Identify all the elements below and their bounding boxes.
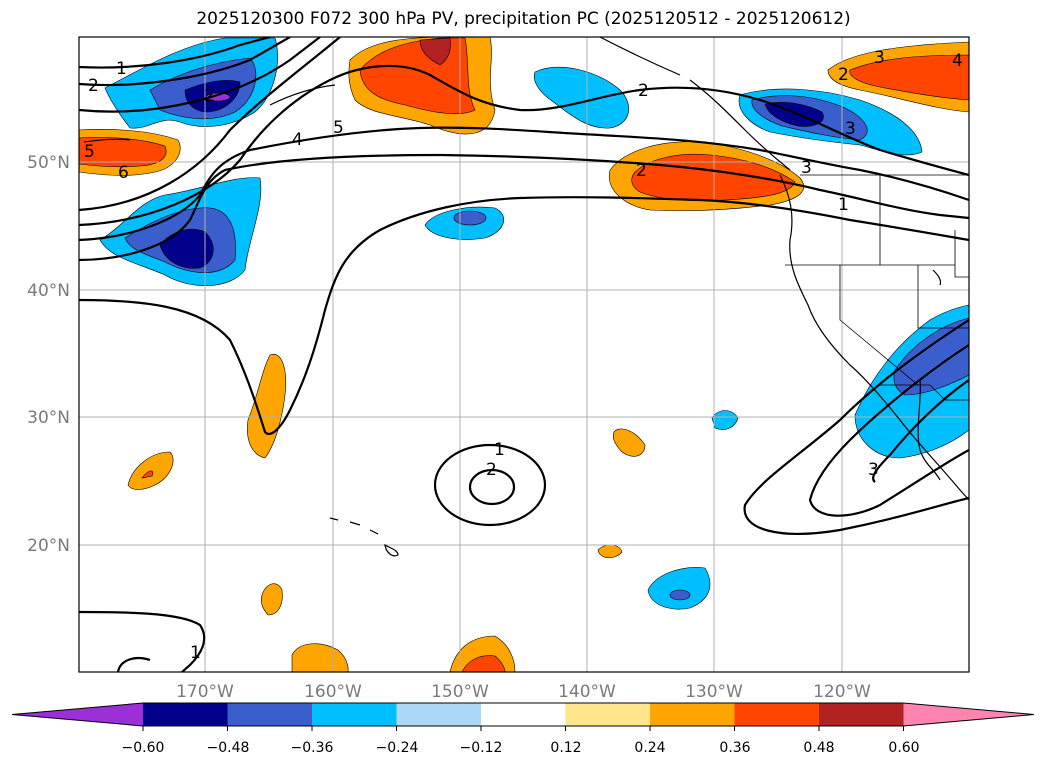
contour-label: 3 — [801, 158, 812, 178]
contour-label: 2 — [636, 161, 647, 181]
colorbar-tick-label: −0.12 — [460, 740, 503, 756]
contour-label: 3 — [845, 119, 856, 139]
pv-contours — [79, 37, 969, 672]
contour-label: 2 — [486, 460, 497, 480]
contour-label: 1 — [838, 195, 849, 215]
contour-label: 1 — [116, 59, 127, 79]
colorbar-tick-label: −0.24 — [376, 740, 419, 756]
coastlines — [83, 37, 969, 557]
contour-label: 2 — [88, 76, 99, 96]
colorbar-segment — [734, 703, 820, 726]
lat-label: 50°N — [27, 153, 70, 173]
contour-label: 5 — [333, 118, 344, 138]
colorbar — [11, 702, 1035, 731]
colorbar-segment — [650, 703, 735, 726]
colorbar-segment — [819, 703, 904, 726]
contour-label: 5 — [84, 142, 95, 162]
plot-area — [79, 37, 969, 672]
lon-label: 150°W — [431, 682, 489, 702]
colorbar-tick-label: 0.48 — [803, 740, 834, 756]
graticule — [79, 37, 969, 672]
lon-labels: 170°W 160°W 150°W 140°W 130°W 120°W — [176, 682, 871, 702]
colorbar-tick-label: −0.60 — [122, 740, 165, 756]
colorbar-tick-label: 0.24 — [634, 740, 665, 756]
lon-label: 120°W — [813, 682, 871, 702]
colorbar-segment — [565, 703, 651, 726]
contour-label: 2 — [838, 65, 849, 85]
contour-label: 3 — [868, 460, 879, 480]
colorbar-ticks: −0.60 −0.48 −0.36 −0.24 −0.12 0.12 0.24 … — [122, 740, 920, 756]
contour-label: 2 — [204, 86, 215, 106]
lat-label: 20°N — [27, 536, 70, 556]
precip-shading — [79, 37, 969, 672]
lon-label: 170°W — [176, 682, 234, 702]
contour-label: 1 — [494, 440, 505, 460]
colorbar-tick-label: 0.60 — [888, 740, 919, 756]
colorbar-tick-label: −0.48 — [207, 740, 250, 756]
contour-label: 6 — [118, 163, 129, 183]
colorbar-segment — [396, 703, 482, 726]
colorbar-segment — [143, 703, 228, 726]
map-title: 2025120300 F072 300 hPa PV, precipitatio… — [196, 9, 851, 29]
lat-label: 30°N — [27, 408, 70, 428]
lon-label: 140°W — [558, 682, 616, 702]
contour-label: 4 — [952, 51, 963, 71]
colorbar-tick-label: 0.36 — [719, 740, 750, 756]
colorbar-segment — [481, 703, 566, 726]
colorbar-tick-label: −0.36 — [291, 740, 334, 756]
lon-label: 160°W — [304, 682, 362, 702]
contour-label: 4 — [292, 130, 303, 150]
contour-labels: 1 2 2 5 4 6 5 2 3 3 2 4 3 1 1 2 3 2 1 — [84, 48, 963, 663]
lat-labels: 50°N 40°N 30°N 20°N — [27, 153, 70, 556]
lat-label: 40°N — [27, 281, 70, 301]
contour-label: 3 — [874, 48, 885, 68]
colorbar-extend-high — [903, 703, 1034, 726]
plot-frame — [78, 36, 970, 673]
colorbar-tick-label: 0.12 — [550, 740, 581, 756]
lon-label: 130°W — [685, 682, 743, 702]
contour-label: 2 — [638, 81, 649, 101]
colorbar-segment — [312, 703, 397, 726]
contour-label: 1 — [190, 643, 201, 663]
colorbar-extend-low — [12, 703, 143, 726]
colorbar-segment — [227, 703, 313, 726]
